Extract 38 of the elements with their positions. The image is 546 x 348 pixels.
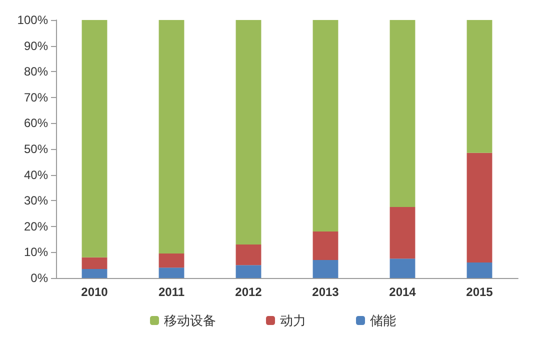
legend-label: 储能	[370, 313, 396, 328]
y-tick-label: 70%	[24, 90, 48, 104]
bar	[82, 257, 108, 269]
bar	[236, 265, 262, 278]
bar	[82, 20, 108, 258]
y-tick-label: 60%	[24, 116, 48, 130]
x-tick-label: 2014	[389, 285, 416, 299]
y-tick-label: 10%	[24, 245, 48, 260]
y-tick-label: 80%	[24, 64, 48, 79]
y-tick-label: 90%	[24, 38, 48, 53]
x-tick-label: 2013	[312, 285, 340, 299]
y-tick-label: 20%	[24, 219, 48, 234]
legend-label: 移动设备	[164, 313, 216, 328]
bar	[158, 268, 184, 278]
x-tick-label: 2011	[158, 285, 185, 299]
bar	[312, 260, 338, 278]
bar	[390, 207, 416, 259]
bar	[312, 20, 338, 232]
bar	[82, 268, 108, 278]
bar	[236, 244, 262, 266]
bar	[312, 232, 338, 260]
bar	[158, 20, 184, 254]
bar	[390, 258, 416, 278]
bar	[390, 20, 416, 208]
y-tick-label: 40%	[24, 168, 48, 182]
x-tick-label: 2010	[81, 285, 108, 299]
y-tick-label: 30%	[24, 194, 48, 208]
y-tick-label: 0%	[30, 271, 48, 285]
bar	[158, 253, 184, 268]
y-tick-label: 50%	[24, 142, 48, 156]
bar	[466, 262, 492, 278]
legend-label: 动力	[280, 313, 306, 328]
x-tick-label: 2015	[466, 285, 494, 299]
bar	[236, 20, 262, 244]
x-tick-label: 2012	[235, 285, 262, 299]
bar	[466, 20, 492, 153]
y-tick-label: 100%	[17, 13, 48, 27]
bar	[466, 152, 492, 263]
